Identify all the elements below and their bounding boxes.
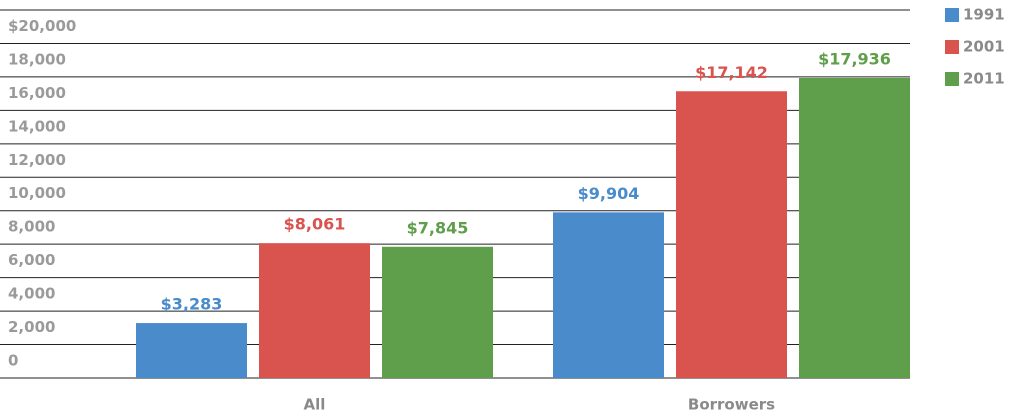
y-tick-label: 8,000 [8,218,55,236]
y-tick-label: 18,000 [8,50,66,68]
y-tick-label: 14,000 [8,117,66,135]
x-tick-label: Borrowers [688,396,775,414]
y-tick-label: 12,000 [8,151,66,169]
y-tick-label: 16,000 [8,84,66,102]
bar [676,91,787,378]
value-label: $9,904 [578,184,640,203]
y-tick-label: 10,000 [8,184,66,202]
bar [799,77,910,378]
y-tick-label: 4,000 [8,285,55,303]
legend-swatch [945,40,959,54]
y-tick-label: $20,000 [8,17,76,35]
y-tick-label: 6,000 [8,251,55,269]
value-label: $17,142 [695,63,768,82]
legend-label: 2001 [963,38,1005,56]
legend-swatch [945,8,959,22]
value-label: $7,845 [407,218,469,237]
legend-label: 2011 [963,70,1005,88]
bar [553,212,664,378]
y-tick-label: 2,000 [8,318,55,336]
value-label: $17,936 [818,49,891,68]
bar [136,323,247,378]
bar [382,246,493,378]
x-tick-label: All [304,396,326,414]
bar [259,243,370,378]
y-tick-label: 0 [8,352,18,370]
legend-swatch [945,72,959,86]
legend-label: 1991 [963,6,1005,24]
value-label: $3,283 [161,295,223,314]
value-label: $8,061 [284,215,346,234]
